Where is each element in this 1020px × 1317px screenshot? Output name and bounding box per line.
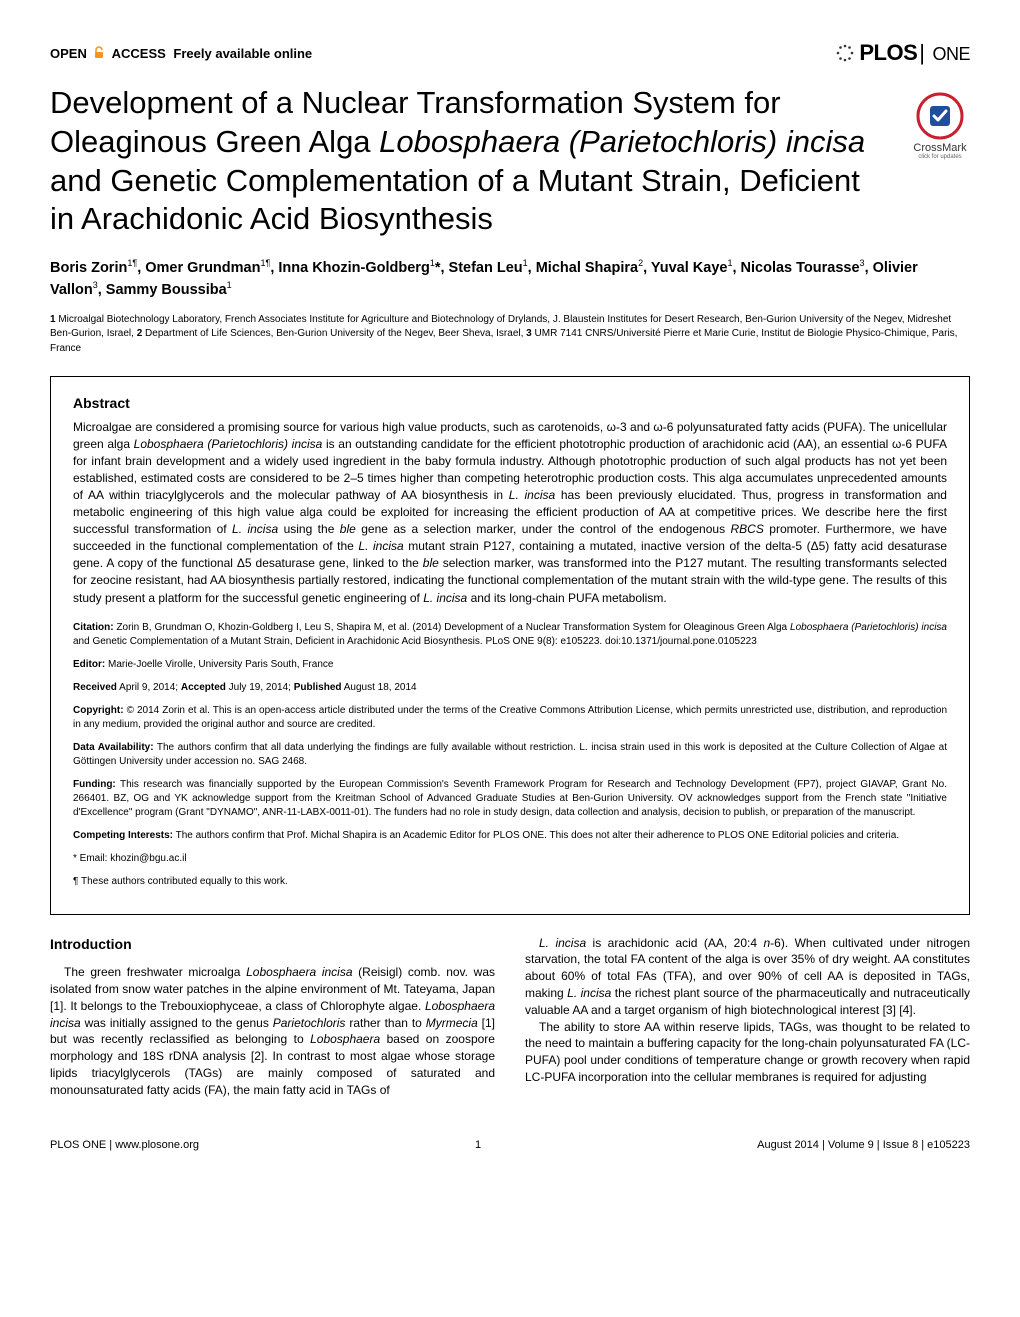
open-access-badge: OPEN ACCESS Freely available online [50,46,312,61]
abstract-box: Abstract Microalgae are considered a pro… [50,376,970,914]
open-access-open: OPEN [50,46,87,61]
intro-column-right: L. incisa is arachidonic acid (AA, 20:4 … [525,935,970,1099]
introduction-section: Introduction The green freshwater microa… [50,935,970,1099]
one-text: ONE [932,44,970,64]
intro-text-right: L. incisa is arachidonic acid (AA, 20:4 … [525,935,970,1086]
funding-line: Funding: This research was financially s… [73,778,947,820]
article-meta: Citation: Zorin B, Grundman O, Khozin-Go… [73,621,947,889]
open-lock-icon [92,46,106,60]
crossmark-badge[interactable]: CrossMark click for updates [910,92,970,160]
affiliations: 1 Microalgal Biotechnology Laboratory, F… [50,313,970,357]
article-title: Development of a Nuclear Transformation … [50,84,890,239]
abstract-text: Microalgae are considered a promising so… [73,419,947,606]
editor-line: Editor: Marie-Joelle Virolle, University… [73,658,947,672]
intro-column-left: Introduction The green freshwater microa… [50,935,495,1099]
copyright-line: Copyright: © 2014 Zorin et al. This is a… [73,704,947,732]
plos-dot-ring-icon [835,43,855,63]
page-footer: PLOS ONE | www.plosone.org 1 August 2014… [50,1139,970,1151]
data-availability-line: Data Availability: The authors confirm t… [73,741,947,769]
footer-right: August 2014 | Volume 9 | Issue 8 | e1052… [757,1139,970,1151]
crossmark-icon [916,92,964,140]
dates-line: Received April 9, 2014; Accepted July 19… [73,681,947,695]
plos-text: PLOS [859,40,917,65]
abstract-heading: Abstract [73,395,947,411]
footer-left: PLOS ONE | www.plosone.org [50,1139,199,1151]
crossmark-label: CrossMark [910,142,970,154]
introduction-heading: Introduction [50,935,495,955]
freely-available-text: Freely available online [173,46,312,61]
corresponding-email: * Email: khozin@bgu.ac.il [73,852,947,866]
intro-text-left: The green freshwater microalga Lobosphae… [50,964,495,1098]
title-row: Development of a Nuclear Transformation … [50,84,970,239]
crossmark-sublabel: click for updates [910,154,970,160]
author-list: Boris Zorin1¶, Omer Grundman1¶, Inna Kho… [50,257,970,301]
footer-page-number: 1 [475,1139,481,1151]
open-access-access: ACCESS [112,46,166,61]
equal-contribution: ¶ These authors contributed equally to t… [73,875,947,889]
competing-interests-line: Competing Interests: The authors confirm… [73,829,947,843]
plos-one-logo: PLOS|ONE [835,40,970,66]
page-header: OPEN ACCESS Freely available online PLOS… [50,40,970,66]
citation-line: Citation: Zorin B, Grundman O, Khozin-Go… [73,621,947,649]
